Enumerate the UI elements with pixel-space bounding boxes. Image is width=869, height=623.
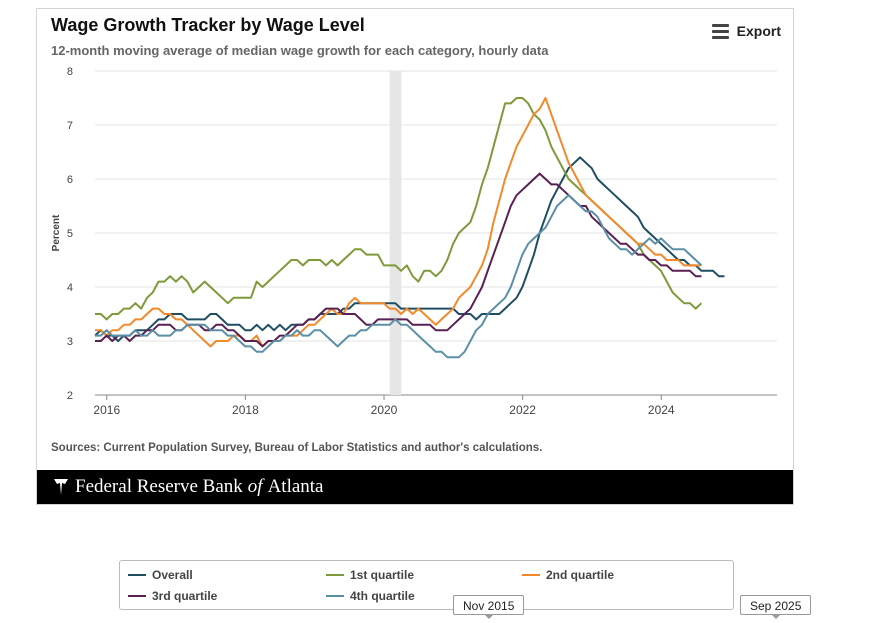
caret-down-icon — [485, 615, 493, 619]
y-tick-label: 8 — [67, 66, 73, 78]
brand-name-pre: Federal Reserve Bank — [75, 476, 243, 497]
x-tick-label: 2024 — [648, 403, 675, 417]
legend-label: Overall — [152, 568, 193, 582]
caret-down-icon — [772, 615, 780, 619]
chart-subtitle: 12-month moving average of median wage g… — [51, 43, 549, 58]
legend-label: 4th quartile — [350, 589, 415, 603]
chart-legend: Overall 1st quartile 2nd quartile 3rd qu… — [119, 560, 734, 610]
y-tick-label: 4 — [67, 282, 73, 294]
y-tick-label: 3 — [67, 336, 73, 348]
series-group — [94, 97, 725, 359]
x-tick-label: 2018 — [232, 403, 259, 417]
line-chart: 2 3 4 5 6 7 8 2016 2018 2020 2022 2024 Percent — [51, 66, 777, 417]
legend-swatch — [522, 574, 540, 576]
export-label: Export — [736, 23, 781, 39]
brand-name-post: Atlanta — [267, 476, 324, 497]
legend-label: 2nd quartile — [546, 568, 615, 582]
sources-note: Sources: Current Population Survey, Bure… — [51, 442, 543, 454]
series-line-2nd-quartile — [95, 97, 702, 348]
x-tick-label: 2022 — [509, 403, 536, 417]
brand-name-of: of — [247, 476, 263, 497]
legend-swatch — [128, 574, 146, 576]
navigator-start-handle[interactable]: Nov 2015 — [453, 595, 525, 615]
menu-icon — [711, 23, 729, 39]
legend-item-2nd-quartile[interactable]: 2nd quartile — [522, 568, 614, 582]
y-axis-label: Percent — [51, 214, 62, 251]
legend-swatch — [326, 595, 344, 597]
legend-item-3rd-quartile[interactable]: 3rd quartile — [128, 589, 217, 603]
y-tick-label: 7 — [67, 120, 73, 132]
export-button[interactable]: Export — [711, 23, 781, 39]
legend-swatch — [326, 574, 344, 576]
y-tick-label: 2 — [67, 390, 73, 402]
x-tick-label: 2020 — [371, 403, 398, 417]
legend-swatch — [128, 595, 146, 597]
eagle-logo-icon — [54, 479, 68, 495]
series-line-4th-quartile — [95, 194, 703, 359]
chart-card: Wage Growth Tracker by Wage Level 12-mon… — [36, 8, 794, 505]
legend-item-overall[interactable]: Overall — [128, 568, 193, 582]
recession-band — [389, 71, 402, 395]
recession-shade — [389, 71, 402, 395]
y-tick-label: 5 — [67, 228, 73, 240]
legend-label: 1st quartile — [350, 568, 415, 582]
series-line-overall — [94, 156, 725, 342]
chart-title: Wage Growth Tracker by Wage Level — [51, 15, 365, 35]
navigator-end-handle[interactable]: Sep 2025 — [740, 595, 812, 615]
y-tick-label: 6 — [67, 174, 73, 186]
gridlines — [95, 70, 777, 396]
legend-item-4th-quartile[interactable]: 4th quartile — [326, 589, 415, 603]
legend-label: 3rd quartile — [152, 589, 218, 603]
legend-item-1st-quartile[interactable]: 1st quartile — [326, 568, 414, 582]
brand-footer: Federal Reserve Bank of Atlanta — [37, 470, 793, 504]
axes: 2 3 4 5 6 7 8 2016 2018 2020 2022 2024 Percent — [51, 66, 675, 417]
x-tick-label: 2016 — [93, 403, 120, 417]
